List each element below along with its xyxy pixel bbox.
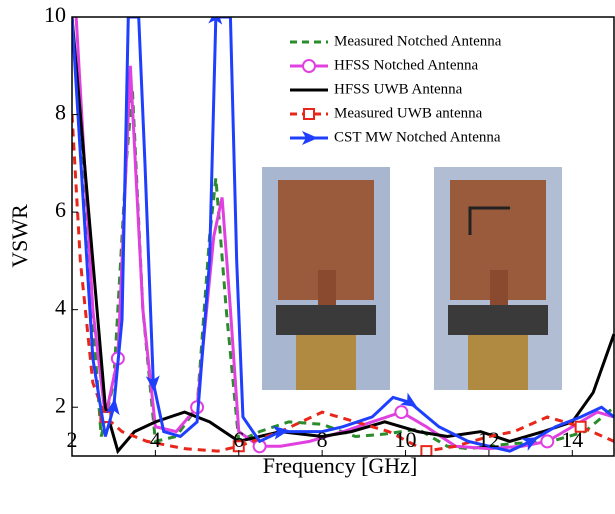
x-tick-label: 8	[317, 427, 328, 452]
legend-marker	[302, 59, 316, 73]
marker	[420, 445, 433, 456]
marker	[394, 405, 409, 420]
y-tick-label: 2	[55, 392, 66, 417]
x-tick-label: 4	[150, 427, 161, 452]
legend-marker	[302, 131, 318, 145]
marker	[105, 398, 120, 416]
x-tick-label: 2	[67, 427, 78, 452]
y-axis-label: VSWR	[7, 204, 32, 268]
marker	[400, 392, 418, 408]
photo-right	[434, 167, 562, 390]
legend-label: CST MW Notched Antenna	[334, 129, 501, 145]
legend-label: Measured UWB antenna	[334, 105, 483, 121]
x-tick-label: 14	[561, 427, 583, 452]
marker	[521, 437, 539, 451]
y-tick-label: 6	[55, 197, 66, 222]
x-tick-label: 6	[233, 427, 244, 452]
y-tick-label: 10	[44, 2, 66, 27]
marker	[145, 375, 160, 392]
series-line	[72, 17, 615, 455]
legend-marker	[303, 108, 315, 120]
marker	[540, 434, 555, 449]
y-tick-label: 4	[55, 295, 66, 320]
series-line	[72, 17, 615, 453]
legend-label: HFSS Notched Antenna	[334, 57, 479, 73]
x-tick-label: 10	[395, 427, 417, 452]
marker	[574, 420, 587, 433]
marker	[208, 17, 223, 25]
y-tick-label: 8	[55, 100, 66, 125]
marker	[272, 425, 290, 440]
x-axis-label: Frequency [GHz]	[263, 453, 418, 478]
legend-label: HFSS UWB Antenna	[334, 81, 463, 97]
photo-left	[262, 167, 390, 390]
x-tick-label: 12	[478, 427, 500, 452]
legend-label: Measured Notched Antenna	[334, 33, 502, 49]
plot-frame	[71, 16, 615, 457]
